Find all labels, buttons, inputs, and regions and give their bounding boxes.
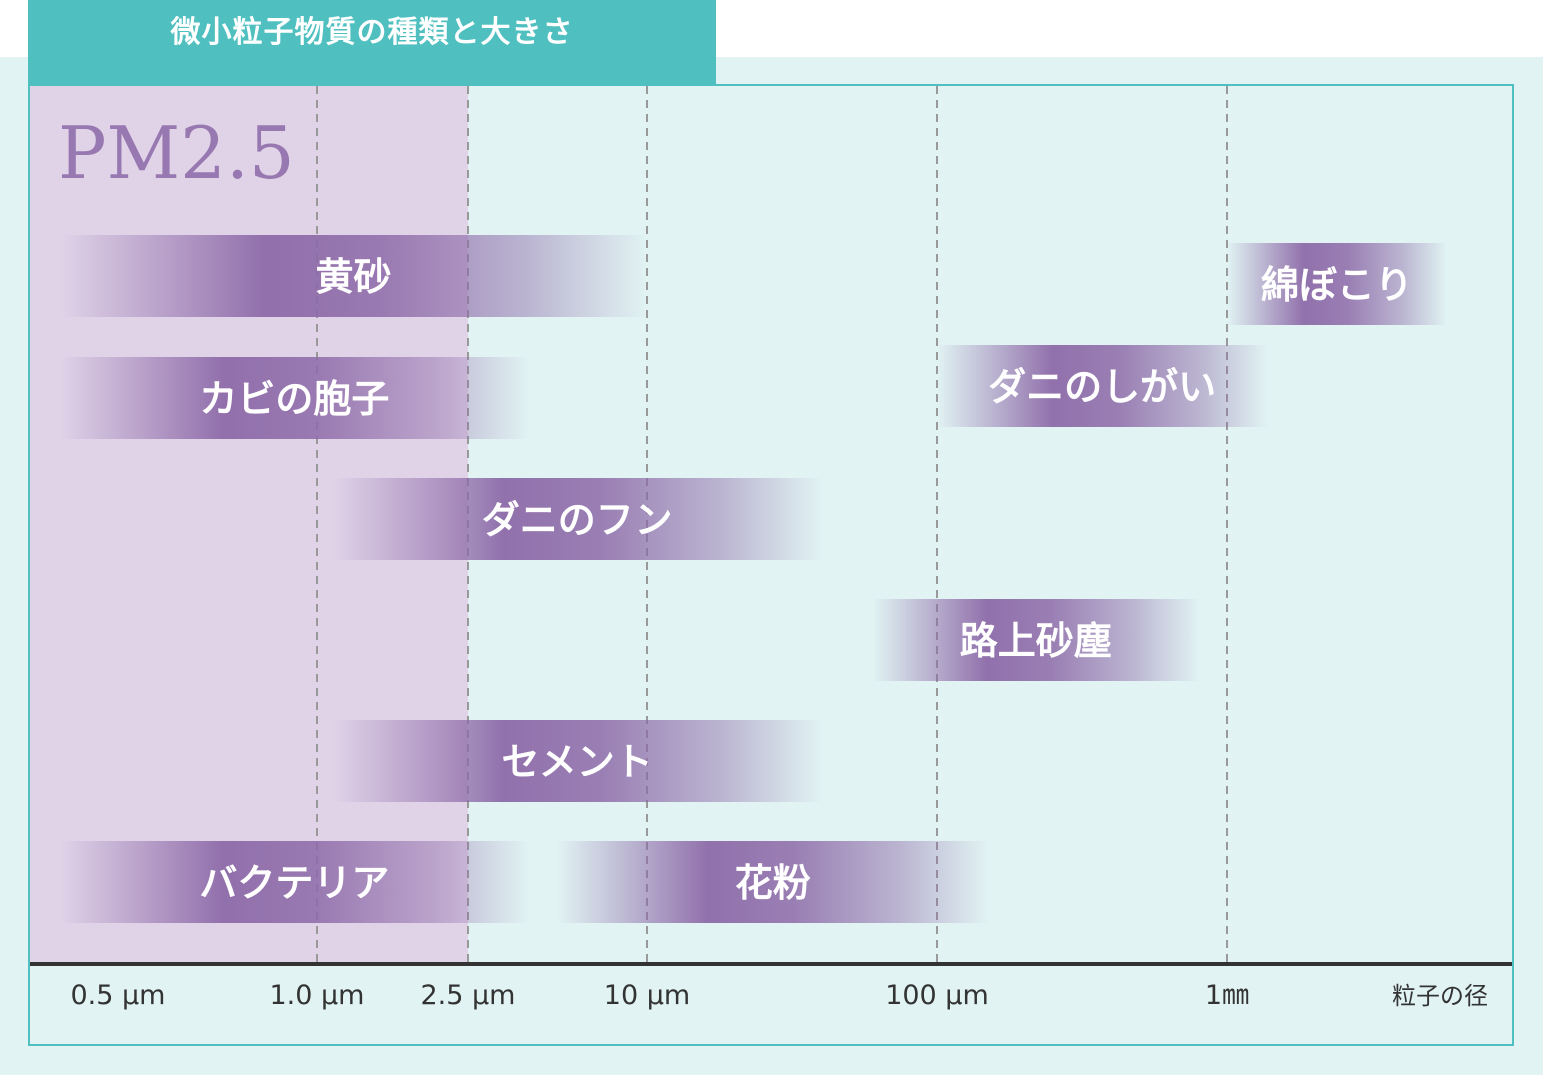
bar-label: バクテリア: [199, 861, 389, 905]
x-tick-label: 1㎜: [1205, 980, 1249, 1011]
range-bar: [937, 345, 1268, 427]
x-tick-labels: 0.5 μm 1.0 μm 2.5 μm 10 μm 100 μm 1㎜: [70, 980, 1249, 1011]
range-bar: [332, 720, 822, 802]
bar-label: 路上砂塵: [960, 619, 1112, 663]
range-bar: [60, 841, 529, 923]
chart-frame: [28, 84, 1514, 1046]
bar-label: 花粉: [735, 861, 811, 905]
bar-label: ダニのしがい: [988, 365, 1216, 409]
bar-label: 黄砂: [315, 255, 391, 299]
x-tick-label: 0.5 μm: [70, 980, 165, 1011]
range-bar: [60, 357, 529, 439]
range-bar: [60, 235, 647, 317]
bar-label: セメント: [502, 740, 653, 784]
chart-title-tab: 微小粒子物質の種類と大きさ: [28, 0, 716, 84]
bar-label: カビの胞子: [199, 377, 389, 421]
range-bar: [557, 841, 989, 923]
x-tick-label: 100 μm: [885, 980, 989, 1011]
x-tick-label: 10 μm: [604, 980, 690, 1011]
bar-label: 綿ぼこり: [1261, 263, 1413, 307]
x-tick-label: 2.5 μm: [420, 980, 515, 1011]
x-axis-unit-label: 粒子の径: [1392, 982, 1488, 1010]
range-bar: [1227, 243, 1447, 325]
pm25-label: PM2.5: [58, 111, 295, 195]
x-tick-label: 1.0 μm: [269, 980, 364, 1011]
range-bar: [872, 599, 1199, 681]
range-bar: [332, 478, 822, 560]
bar-label: ダニのフン: [482, 498, 673, 542]
chart-title: 微小粒子物質の種類と大きさ: [170, 15, 574, 50]
